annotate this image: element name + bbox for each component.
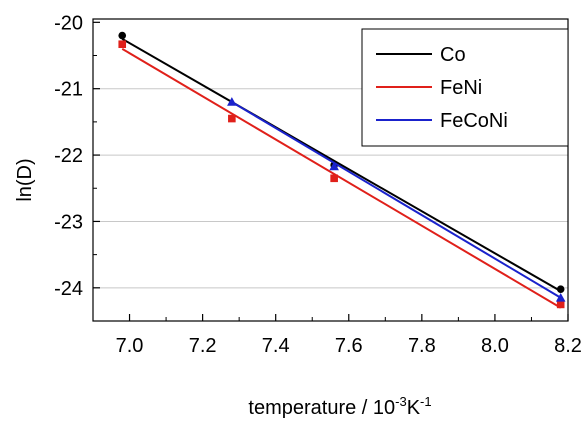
- x-tick-label: 7.4: [262, 335, 290, 357]
- x-tick-label: 7.8: [408, 335, 436, 357]
- y-tick-label: -20: [54, 12, 83, 34]
- data-point-co: [557, 285, 565, 293]
- legend-label-feni: FeNi: [440, 77, 482, 99]
- legend-label-feconi: FeCoNi: [440, 110, 508, 132]
- legend-label-co: Co: [440, 44, 466, 66]
- x-axis-title-unit: K: [407, 397, 421, 419]
- data-point-feni: [118, 40, 126, 48]
- x-axis-title: temperature / 10-3K-1: [248, 394, 431, 419]
- x-axis-title-exp1: -3: [395, 394, 407, 409]
- x-tick-label: 7.0: [116, 335, 144, 357]
- x-axis-title-exp2: -1: [420, 394, 432, 409]
- data-point-feni: [330, 174, 338, 182]
- x-tick-label: 7.2: [189, 335, 217, 357]
- data-point-feconi: [227, 97, 237, 106]
- data-point-co: [118, 32, 126, 40]
- x-axis-title-prefix: temperature / 10: [248, 397, 395, 419]
- x-tick-label: 7.6: [335, 335, 363, 357]
- y-tick-label: -22: [54, 145, 83, 167]
- data-point-feni: [557, 301, 565, 309]
- x-tick-label: 8.2: [554, 335, 582, 357]
- data-point-feni: [228, 115, 236, 123]
- data-point-feconi: [556, 293, 566, 302]
- x-tick-label: 8.0: [481, 335, 509, 357]
- y-tick-label: -21: [54, 79, 83, 101]
- y-tick-label: -23: [54, 211, 83, 233]
- legend: Co FeNi FeCoNi: [362, 29, 568, 146]
- y-axis-title: ln(D): [14, 158, 36, 201]
- y-tick-label: -24: [54, 278, 83, 300]
